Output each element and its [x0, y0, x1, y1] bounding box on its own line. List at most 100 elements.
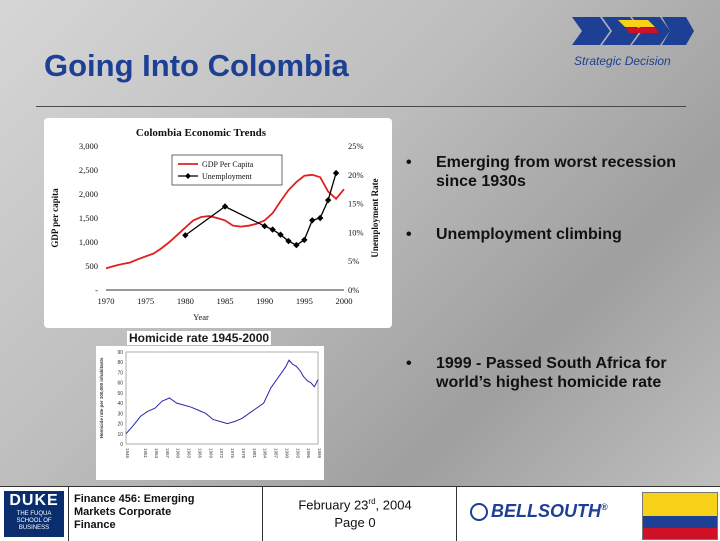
y2-axis-label: Unemployment Rate	[370, 178, 380, 257]
homicide-x-tick-label: 1946	[125, 448, 130, 459]
gdp-per-capita-line	[105, 173, 345, 270]
strategy-arrows-icon	[572, 17, 694, 45]
legend-gdp-label: GDP Per Capita	[202, 160, 254, 169]
y-axis-label: GDP per capita	[50, 188, 60, 248]
course-line: Markets Corporate	[74, 506, 172, 518]
bullet-unemployment-text: Unemployment climbing	[436, 226, 622, 243]
unemployment-point	[332, 169, 340, 177]
slide-footer: DUKE THE FUQUA SCHOOL OF BUSINESS Financ…	[0, 486, 720, 541]
slide-date: February 23rd, 2004 Page 0	[270, 493, 440, 532]
unemployment-line	[184, 172, 337, 246]
legend-unemployment-marker	[185, 173, 191, 179]
x-tick-label: 1990	[256, 296, 273, 306]
x-axis-label: Year	[193, 312, 209, 322]
homicide-chart-title: Homicide rate 1945-2000	[127, 331, 272, 345]
homicide-x-tick-label: 1978	[241, 448, 246, 459]
date-text: February 23	[298, 497, 369, 513]
homicide-x-tick-label: 1984	[263, 448, 268, 459]
page-number: Page 0	[334, 515, 376, 531]
unemployment-point	[309, 217, 316, 224]
duke-logo-text: DUKE	[9, 492, 59, 509]
course-name: Finance 456: Emerging Markets Corporate …	[74, 493, 244, 532]
homicide-y-tick-label: 50	[117, 391, 123, 397]
economic-trends-chart: Colombia Economic Trends - 500 1,000 1,500 2,…	[44, 118, 392, 328]
trademark-symbol: ®	[601, 502, 608, 512]
unemployment-point	[285, 237, 292, 245]
homicide-plot-area	[125, 351, 319, 445]
x-tick-label: 1995	[296, 296, 313, 306]
fuqua-logo-text: THE FUQUA SCHOOL OF BUSINESS	[16, 511, 52, 531]
homicide-x-tick-label: 1990	[284, 448, 289, 459]
unemployment-point	[293, 241, 300, 249]
bullet-recession-text: Emerging from worst recession since 1930…	[436, 154, 677, 190]
homicide-x-tick-label: 1999	[317, 448, 322, 459]
homicide-x-tick-label: 1960	[176, 448, 181, 459]
bullet-dot: •	[406, 154, 412, 171]
y2-tick-label: 20%	[348, 170, 364, 180]
unemployment-point	[221, 203, 229, 210]
homicide-x-tick-label: 1954	[154, 448, 159, 459]
y2-tick-label: 0%	[348, 285, 359, 295]
x-tick-label: 2000	[336, 296, 353, 306]
bell-icon	[470, 503, 488, 522]
homicide-x-tick-label: 1963	[187, 448, 192, 459]
footer-divider	[262, 487, 263, 541]
y-tick-label: 1,500	[79, 213, 98, 223]
x-tick-label: 1985	[217, 296, 234, 306]
y-tick-label: 1,000	[79, 237, 98, 247]
bullet-homicide-text: 1999 - Passed South Africa for world’s h…	[436, 355, 667, 391]
y-tick-label: 3,000	[79, 141, 98, 151]
economic-trends-svg: Colombia Economic Trends - 500 1,000 1,500 2,…	[50, 127, 380, 322]
unemployment-point	[269, 226, 276, 233]
homicide-x-tick-label: 1993	[295, 448, 300, 459]
x-tick-label: 1980	[177, 296, 194, 306]
homicide-y-tick-label: 90	[117, 350, 123, 356]
homicide-x-tick-label: 1987	[274, 448, 279, 459]
homicide-x-tick-label: 1951	[143, 448, 148, 459]
homicide-y-tick-label: 10	[117, 432, 123, 438]
homicide-x-tick-label: 1996	[306, 448, 311, 459]
homicide-y-axis-label: Homicide rate per 100,000 inhabitants	[99, 357, 104, 438]
unemployment-point	[182, 232, 189, 239]
unemployment-point	[277, 231, 284, 238]
homicide-x-tick-label: 1975	[230, 448, 235, 459]
homicide-x-tick-label: 1966	[197, 448, 202, 459]
homicide-x-tick-label: 1972	[219, 448, 224, 459]
homicide-y-tick-label: 70	[117, 370, 123, 376]
y2-tick-label: 10%	[348, 227, 364, 237]
y-tick-label: 2,500	[79, 165, 98, 175]
y2-tick-label: 25%	[348, 141, 364, 151]
y-tick-label: -	[95, 285, 98, 295]
section-label: Strategic Decision	[574, 54, 671, 68]
bellsouth-logo: BELLSOUTH®	[470, 501, 608, 522]
homicide-y-tick-label: 0	[120, 442, 123, 448]
homicide-rate-svg: 0 10 20 30 40 50 60 70 80 90 1946 1951 1954 1957 1960 1…	[99, 350, 322, 459]
homicide-rate-line	[125, 359, 319, 435]
y-tick-label: 500	[85, 261, 98, 271]
y2-tick-label: 5%	[348, 256, 359, 266]
bullet-unemployment: • Unemployment climbing	[406, 225, 706, 244]
date-suffix: rd	[368, 497, 376, 506]
unemployment-point	[317, 214, 324, 222]
x-tick-label: 1970	[98, 296, 115, 306]
bullet-dot: •	[406, 226, 412, 243]
duke-fuqua-logo: DUKE THE FUQUA SCHOOL OF BUSINESS	[4, 491, 64, 537]
chart-title: Colombia Economic Trends	[136, 127, 267, 139]
footer-divider	[68, 487, 69, 541]
course-line: Finance	[74, 519, 116, 531]
bellsouth-logo-text: BELLSOUTH	[491, 501, 601, 521]
chart-legend	[171, 154, 283, 186]
homicide-x-tick-label: 1957	[165, 448, 170, 459]
bullet-dot: •	[406, 355, 412, 372]
homicide-y-tick-label: 60	[117, 381, 123, 387]
slide-title: Going Into Colombia	[44, 48, 349, 83]
homicide-y-tick-label: 40	[117, 401, 123, 407]
homicide-y-tick-label: 30	[117, 411, 123, 417]
homicide-x-tick-label: 1981	[252, 448, 257, 459]
title-divider	[36, 106, 686, 107]
colombia-flag	[642, 492, 718, 540]
date-year: , 2004	[375, 497, 412, 513]
bullet-recession: • Emerging from worst recession since 19…	[406, 153, 706, 191]
homicide-rate-chart: 0 10 20 30 40 50 60 70 80 90 1946 1951 1954 1957 1960 1…	[96, 346, 324, 480]
footer-divider	[456, 487, 457, 541]
